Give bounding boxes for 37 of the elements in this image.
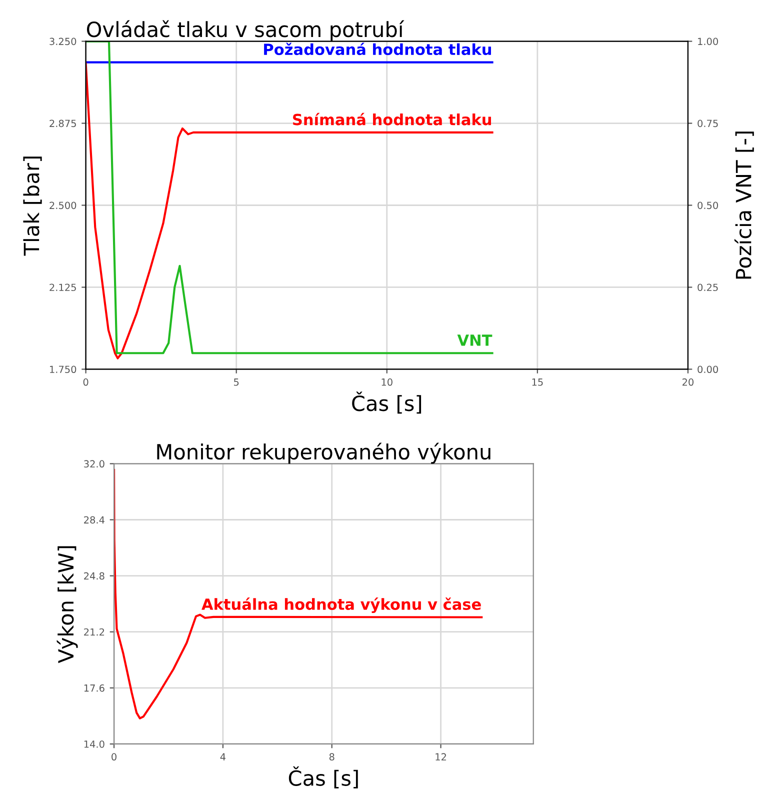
x-tick-label: 8 [329,753,334,761]
y-tick-label: 3.250 [50,38,76,46]
y-tick-label: 2.875 [50,120,76,128]
y-tick-label: 2.500 [50,202,76,210]
chart-title: Ovládač tlaku v sacom potrubí [86,20,404,42]
x-tick-label: 20 [682,378,694,386]
series-label: Snímaná hodnota tlaku [293,112,491,126]
y-tick-label: 24.8 [84,572,104,580]
y2-tick-label: 0.00 [698,366,718,374]
y-tick-label: 32.0 [84,460,104,468]
y-tick-label: 1.750 [50,366,76,374]
y-tick-label: 21.2 [84,628,104,636]
y2-tick-label: 0.25 [698,284,718,292]
y2-axis-title: Pozícia VNT [-] [734,132,754,279]
x-tick-label: 10 [382,378,392,386]
x-tick-label: 0 [112,753,116,761]
y-axis-title: Výkon [kW] [56,546,78,664]
y2-tick-label: 0.75 [698,120,718,128]
x-tick-label: 0 [83,378,88,386]
series-label: Aktuálna hodnota výkonu v čase [202,598,481,614]
chart-title: Monitor rekuperovaného výkonu [157,442,490,464]
x-tick-label: 15 [532,378,543,386]
x-axis-title: Čas [s] [352,392,422,414]
y-axis-title: Tlak [bar] [23,156,42,256]
y-tick-label: 14.0 [84,740,104,748]
x-tick-label: 4 [220,753,226,760]
y2-tick-label: 1.00 [698,38,718,46]
y-tick-label: 2.125 [50,284,76,292]
x-tick-label: 12 [436,753,446,760]
y-tick-label: 17.6 [84,684,104,692]
y2-tick-label: 0.50 [698,202,718,210]
x-axis-title: Čas [s] [288,766,358,788]
y-tick-label: 28.4 [84,516,104,524]
x-tick-label: 5 [234,378,239,386]
series-label: VNT [457,334,492,346]
line-series [114,468,483,720]
series-label: Požadovaná hodnota tlaku [264,42,491,56]
